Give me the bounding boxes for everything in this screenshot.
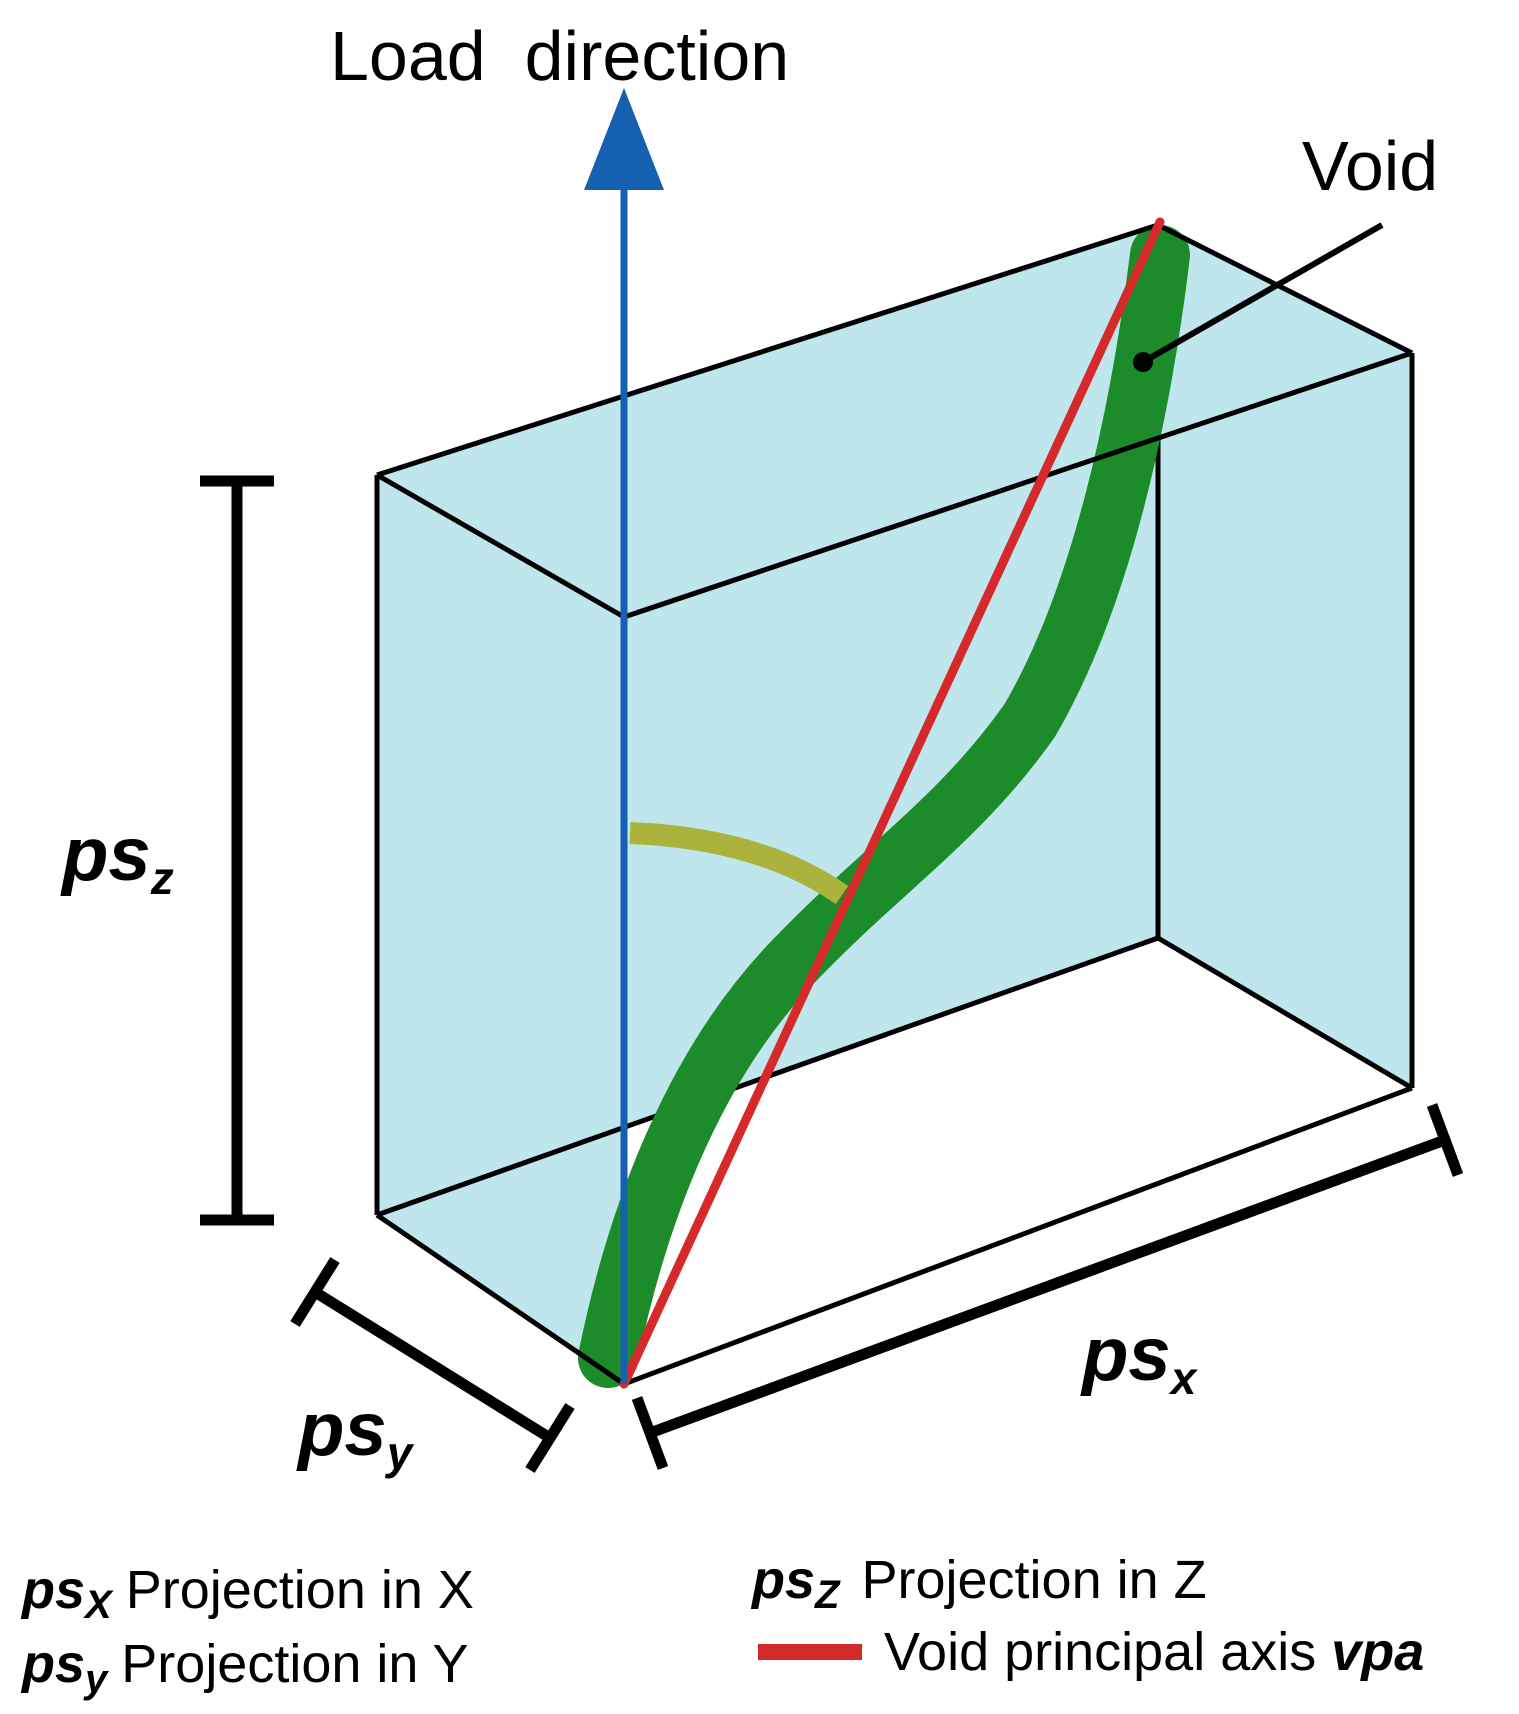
void-leader-line	[1141, 222, 1384, 365]
psx-label: psx	[1080, 1312, 1199, 1404]
legend-psy-base: ps	[20, 1634, 85, 1694]
legend-psy-sub: y	[83, 1657, 109, 1701]
edge-bottom-front	[623, 1085, 1413, 1387]
edge-bottom-left	[375, 1212, 626, 1387]
angle-arc	[629, 822, 849, 905]
box-front-face	[377, 475, 624, 1384]
psz-label: psz	[60, 812, 174, 904]
legend-psy: psy Projection in Y	[20, 1634, 468, 1701]
psy-label-sub: y	[385, 1427, 415, 1479]
box-visible-edges	[374, 222, 1415, 1387]
void-body	[578, 225, 1190, 1388]
legend-psy-text: Projection in Y	[121, 1634, 468, 1694]
legend-psx-text: Projection in X	[126, 1560, 474, 1620]
psy-dimension-cap-left	[290, 1257, 340, 1327]
load-direction-label: Load direction	[330, 17, 789, 95]
edge-back-bottom-right	[1156, 935, 1414, 1091]
legend-vpa: Void principal axis vpa	[884, 1622, 1424, 1682]
edge-top-back	[376, 222, 1159, 478]
legend-psz-text: Projection in Z	[861, 1550, 1206, 1610]
edge-top-left	[375, 472, 626, 620]
psx-dimension-line	[648, 1134, 1447, 1439]
legend-psz: psZ Projection in Z	[750, 1550, 1207, 1617]
psz-label-base: ps	[60, 812, 151, 897]
legend-psx-base: ps	[20, 1560, 85, 1620]
psy-dimension-bar	[290, 1257, 575, 1473]
void-leader-dot	[1133, 352, 1153, 372]
load-arrow-head	[584, 88, 664, 190]
psz-label-sub: z	[150, 852, 174, 904]
void-leader	[1133, 222, 1384, 372]
psx-label-sub: x	[1168, 1352, 1199, 1404]
legend-psx-sub: X	[83, 1583, 114, 1627]
edge-top-right	[1156, 222, 1414, 356]
psy-label-base: ps	[296, 1387, 387, 1472]
legend-vpa-symbol: vpa	[1331, 1622, 1424, 1682]
psx-dimension-cap-left	[631, 1396, 669, 1470]
legend-vpa-text: Void principal axis	[884, 1622, 1331, 1682]
legend: psX Projection in X psy Projection in Y ps…	[20, 1550, 1424, 1701]
psx-label-base: ps	[1080, 1312, 1171, 1397]
legend-psz-base: ps	[750, 1550, 815, 1610]
load-direction-arrow	[584, 88, 664, 1384]
legend-psx: psX Projection in X	[20, 1560, 474, 1627]
psx-dimension-cap-right	[1426, 1103, 1464, 1177]
legend-psz-sub: Z	[814, 1573, 841, 1617]
psy-dimension-cap-right	[525, 1403, 575, 1473]
edge-top-front	[623, 350, 1413, 620]
psy-label: psy	[296, 1387, 415, 1479]
void-principal-axis-line	[619, 217, 1165, 1389]
psz-dimension-bar	[200, 475, 274, 1226]
void-label: Void	[1302, 127, 1438, 205]
psx-dimension-bar	[631, 1103, 1464, 1470]
psy-dimension-line	[312, 1287, 553, 1443]
